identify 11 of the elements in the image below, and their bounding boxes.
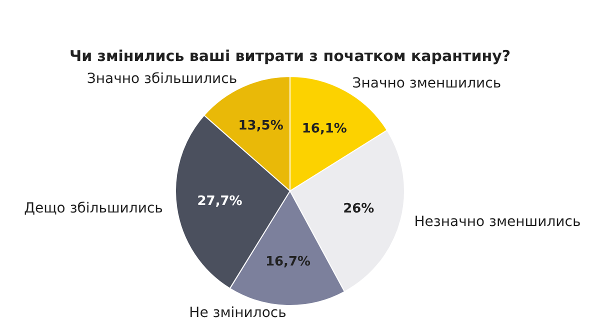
data-label: 27,7%	[197, 194, 242, 209]
data-label: 13,5%	[238, 118, 284, 134]
chart-title: Чи змінились ваші витрати з початком карантину?	[69, 46, 511, 65]
slice-label: Незначно зменшились	[414, 214, 581, 230]
slice-label: Значно збільшились	[86, 70, 238, 87]
slice-label: Не змінилось	[189, 305, 286, 320]
slice-label: Значно зменшились	[352, 75, 502, 92]
data-label: 26%	[343, 201, 374, 216]
data-label: 16,7%	[265, 254, 311, 270]
slice-label: Дещо збільшились	[24, 200, 163, 217]
data-label: 16,1%	[302, 121, 347, 136]
